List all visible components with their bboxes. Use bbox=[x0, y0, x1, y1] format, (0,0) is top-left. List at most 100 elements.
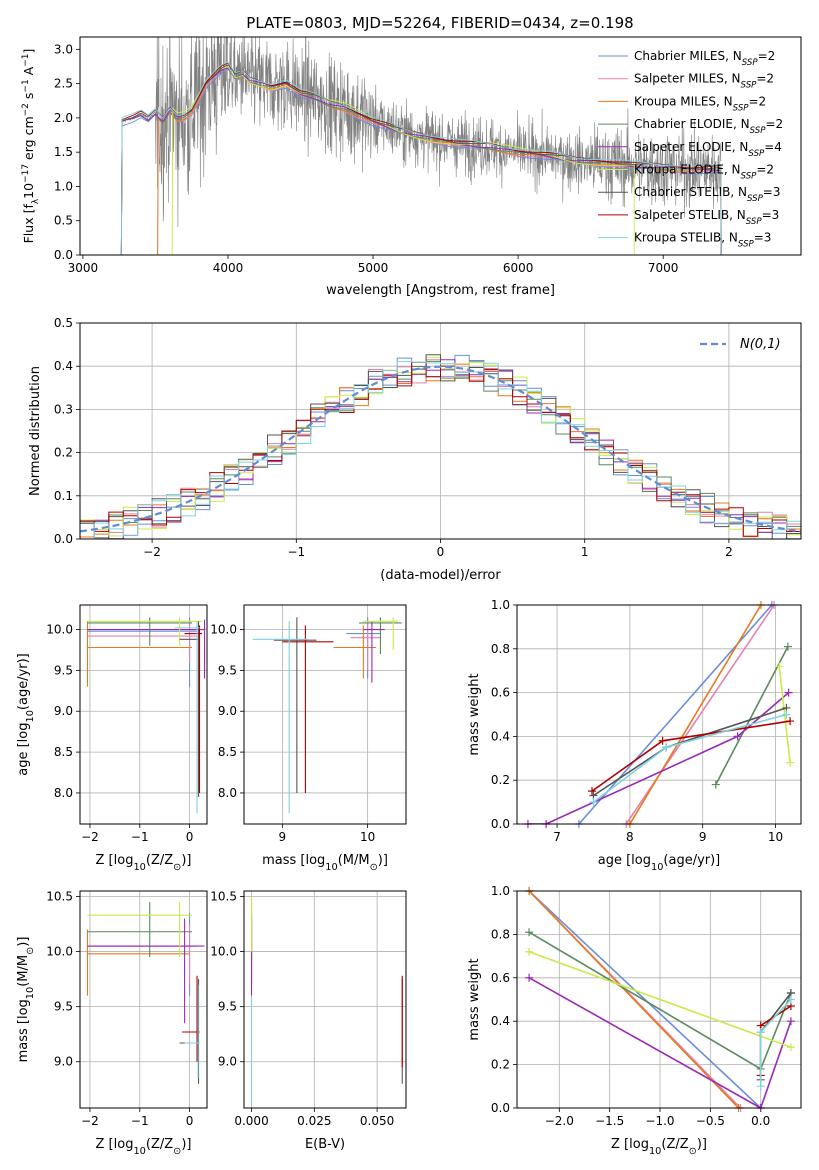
normal-reference-curve bbox=[79, 365, 802, 533]
x-tick-label: −0.5 bbox=[696, 1114, 725, 1128]
y-tick-label: 9.5 bbox=[218, 1000, 237, 1014]
x-tick-label: −1 bbox=[131, 1114, 149, 1128]
y-tick-label: 0.1 bbox=[54, 489, 73, 503]
mass_vs_Z-y-axis-label: mass [log10(M/M⊙)] bbox=[16, 937, 36, 1063]
x-tick-label: 8 bbox=[626, 830, 634, 844]
spectrum-axes: 3000 4000 5000 6000 7000 0.0 0.5 1.0 1.5 2.0 2.5 3.… bbox=[54, 37, 722, 275]
x-tick-label: 0 bbox=[186, 1114, 194, 1128]
axes-frame bbox=[79, 36, 802, 256]
y-tick-label: 1.0 bbox=[491, 598, 510, 612]
residual-y-axis-label: Normed distribution bbox=[28, 366, 43, 496]
y-tick-label: 0.2 bbox=[491, 1058, 510, 1072]
spectrum-x-axis-label: wavelength [Angstrom, rest frame] bbox=[326, 283, 555, 298]
y-tick-label: 0.2 bbox=[54, 446, 73, 460]
legend-label: Salpeter MILES, NSSP=2 bbox=[634, 72, 774, 91]
figure-title: PLATE=0803, MJD=52264, FIBERID=0434, z=0… bbox=[246, 14, 633, 32]
legend-label: Chabrier STELIB, NSSP=3 bbox=[634, 185, 781, 204]
legend-label: Salpeter ELODIE, NSSP=4 bbox=[634, 140, 782, 159]
y-tick-label: 9.0 bbox=[218, 1055, 237, 1069]
massweight-line-2 bbox=[528, 891, 740, 1108]
y-tick-label: 0.5 bbox=[54, 214, 73, 228]
massweight_vs_Z-y-axis-label: mass weight bbox=[467, 958, 482, 1040]
age_vs_mass-x-axis-label: mass [log10(M/M⊙)] bbox=[262, 853, 388, 873]
x-tick-label: 0 bbox=[437, 545, 445, 559]
massweight-point bbox=[784, 688, 793, 697]
y-tick-label: 9.0 bbox=[54, 704, 73, 718]
y-tick-label: 8.0 bbox=[218, 786, 237, 800]
massweight-point bbox=[786, 1043, 795, 1052]
y-tick-label: 0.0 bbox=[54, 248, 73, 262]
massweight-point bbox=[786, 758, 795, 767]
y-tick-label: 3.0 bbox=[54, 42, 73, 56]
massweight-point bbox=[782, 710, 791, 719]
mass_vs_EBV-axes: 0.000 0.025 0.050 9.0 9.5 10.0 10.5 bbox=[210, 890, 406, 1128]
axes-frame bbox=[79, 890, 208, 1109]
legend-label: Kroupa STELIB, NSSP=3 bbox=[634, 231, 771, 250]
y-tick-label: 0.2 bbox=[491, 773, 510, 787]
y-tick-label: 1.0 bbox=[54, 179, 73, 193]
x-tick-label: −2 bbox=[81, 1114, 99, 1128]
age_vs_Z-axes: −2 −1 0 8.0 8.5 9.0 9.5 10.0 bbox=[46, 605, 207, 844]
x-tick-label: 0.000 bbox=[234, 1114, 268, 1128]
legend-label: Kroupa MILES, NSSP=2 bbox=[634, 94, 766, 113]
x-tick-label: 7 bbox=[553, 830, 561, 844]
massweight-point bbox=[525, 973, 534, 982]
y-tick-label: 2.0 bbox=[54, 111, 73, 125]
massweight-point bbox=[783, 642, 792, 651]
x-tick-label: 0.0 bbox=[751, 1114, 770, 1128]
spectrum-legend: Chabrier MILES, NSSP=2 Salpeter MILES, NS… bbox=[598, 49, 783, 250]
x-tick-label: 0.050 bbox=[360, 1114, 394, 1128]
massweight_vs_Z-axes: −2.0 −1.5 −1.0 −0.5 0.0 0.0 0.2 0.4 0.6 0.8 1.0 bbox=[491, 884, 801, 1128]
y-tick-label: 9.0 bbox=[218, 704, 237, 718]
x-tick-label: 10 bbox=[360, 830, 375, 844]
x-tick-label: 0 bbox=[186, 830, 194, 844]
y-tick-label: 0.4 bbox=[491, 1014, 510, 1028]
massweight-point bbox=[588, 787, 597, 796]
y-tick-label: 0.8 bbox=[491, 927, 510, 941]
massweight_vs_age-x-axis-label: age [log10(age/yr)] bbox=[598, 853, 721, 873]
y-tick-label: 10.0 bbox=[46, 623, 73, 637]
axes-frame bbox=[516, 604, 802, 825]
spectrum-y-axis-label: Flux [fλ10−17 erg cm−2 s−1 A−1] bbox=[21, 49, 41, 244]
massweight-line-4 bbox=[528, 977, 792, 1108]
age_vs_Z-x-axis-label: Z [log10(Z/Z⊙)] bbox=[96, 853, 192, 873]
y-tick-label: 0.0 bbox=[491, 817, 510, 831]
axes-frame bbox=[243, 890, 407, 1109]
y-tick-label: 10.5 bbox=[210, 890, 237, 904]
axes-frame bbox=[243, 604, 407, 825]
y-tick-label: 0.6 bbox=[491, 971, 510, 985]
residual-histogram-8 bbox=[80, 361, 801, 539]
age_vs_Z-y-axis-label: age [log10(age/yr)] bbox=[16, 653, 36, 776]
age_vs_mass-axes: 9 10 8.0 8.5 9.0 9.5 10.0 bbox=[210, 605, 406, 844]
massweight-point bbox=[786, 995, 795, 1004]
x-tick-label: 10 bbox=[768, 830, 783, 844]
y-tick-label: 10.0 bbox=[46, 945, 73, 959]
x-tick-label: 4000 bbox=[213, 261, 244, 275]
x-tick-label: −1 bbox=[131, 830, 149, 844]
mass_vs_Z-axes: −2 −1 0 9.0 9.5 10.0 10.5 bbox=[46, 890, 207, 1128]
y-tick-label: 9.5 bbox=[54, 663, 73, 677]
legend-label: Chabrier ELODIE, NSSP=2 bbox=[634, 117, 783, 136]
x-tick-label: −1 bbox=[287, 545, 305, 559]
x-tick-label: 6000 bbox=[503, 261, 534, 275]
axes-frame bbox=[79, 322, 802, 540]
y-tick-label: 1.0 bbox=[491, 884, 510, 898]
legend-label: Kroupa ELODIE, NSSP=2 bbox=[634, 163, 774, 182]
massweight-line-5 bbox=[528, 951, 792, 1048]
massweight-line-4 bbox=[527, 691, 790, 824]
x-tick-label: 1 bbox=[581, 545, 589, 559]
model-spectrum-5 bbox=[171, 66, 635, 255]
y-tick-label: 8.0 bbox=[54, 786, 73, 800]
residual-x-axis-label: (data-model)/error bbox=[380, 568, 501, 583]
y-tick-label: 1.5 bbox=[54, 145, 73, 159]
model-spectrum-8 bbox=[120, 62, 722, 255]
massweight-point bbox=[662, 743, 671, 752]
x-tick-label: 2 bbox=[725, 545, 733, 559]
x-tick-label: −1.5 bbox=[595, 1114, 624, 1128]
massweight-point bbox=[525, 928, 534, 937]
y-tick-label: 8.5 bbox=[54, 745, 73, 759]
massweight-line-3 bbox=[715, 646, 789, 785]
x-tick-label: 0.025 bbox=[297, 1114, 331, 1128]
y-tick-label: 10.0 bbox=[210, 623, 237, 637]
